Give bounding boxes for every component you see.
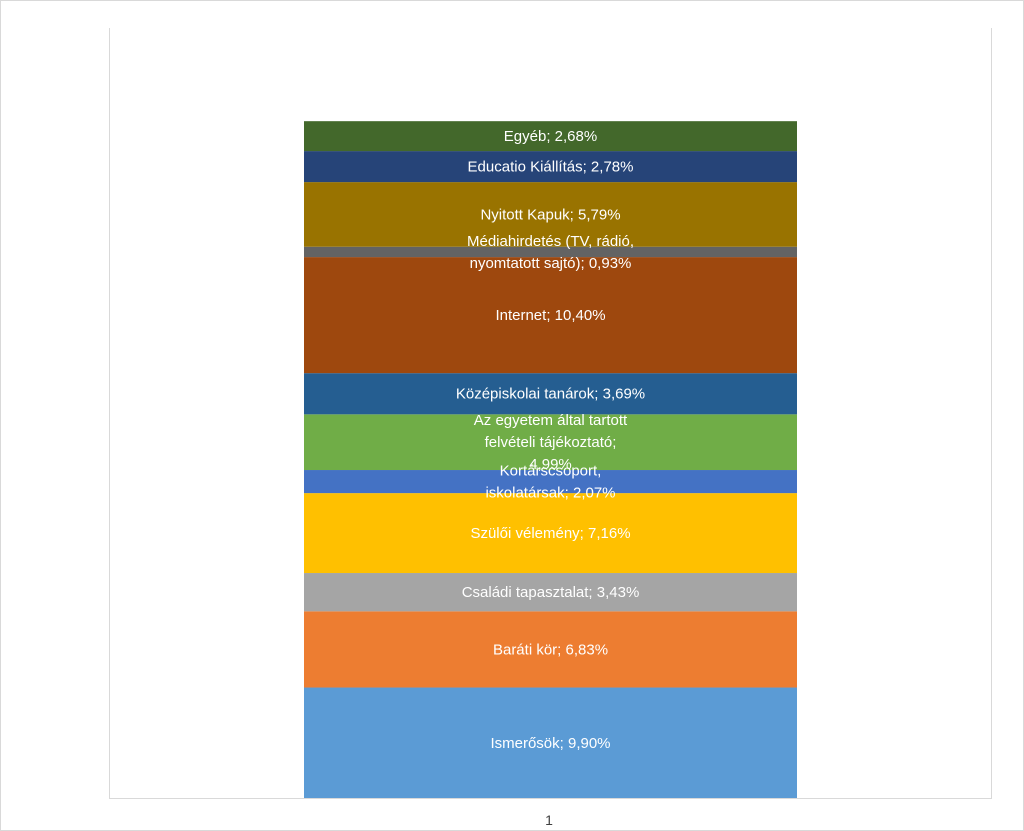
bar-segment-2 (304, 611, 797, 688)
bar-segment-1 (304, 687, 797, 798)
data-label-10: Nyitott Kapuk; 5,79% (480, 206, 620, 223)
bar-segment-3 (304, 573, 797, 612)
bar-segment-10 (304, 182, 797, 247)
bar-segment-11 (304, 151, 797, 183)
data-label-12: Egyéb; 2,68% (504, 128, 597, 145)
data-label-8: Internet; 10,40% (495, 307, 605, 324)
data-label-3: Családi tapasztalat; 3,43% (462, 584, 640, 601)
data-label-6: Az egyetem által tartott felvételi tájéko… (474, 412, 628, 473)
x-tick-label: 1 (545, 812, 553, 828)
bar-segment-6 (304, 414, 797, 471)
data-label-2: Baráti kör; 6,83% (493, 641, 608, 658)
data-label-5: Kortárscsoport, iskolatársak; 2,07% (485, 463, 615, 502)
data-label-9: Médiahirdetés (TV, rádió, nyomtatott sajt… (467, 233, 634, 272)
bar-segment-5 (304, 470, 797, 494)
data-label-1: Ismerősök; 9,90% (490, 735, 610, 752)
bar-segment-12 (304, 121, 797, 152)
data-label-7: Középiskolai tanárok; 3,69% (456, 386, 645, 403)
bar-segment-9 (304, 246, 797, 258)
data-labels: Ismerősök; 9,90% Baráti kör; 6,83% Családi… (456, 128, 645, 752)
bar-segment-7 (304, 373, 797, 415)
bar-segment-8 (304, 257, 797, 374)
data-label-11: Educatio Kiállítás; 2,78% (468, 159, 634, 176)
bar-segment-4 (304, 493, 797, 574)
data-label-4: Szülői vélemény; 7,16% (470, 525, 630, 542)
bar-segments (304, 121, 797, 798)
